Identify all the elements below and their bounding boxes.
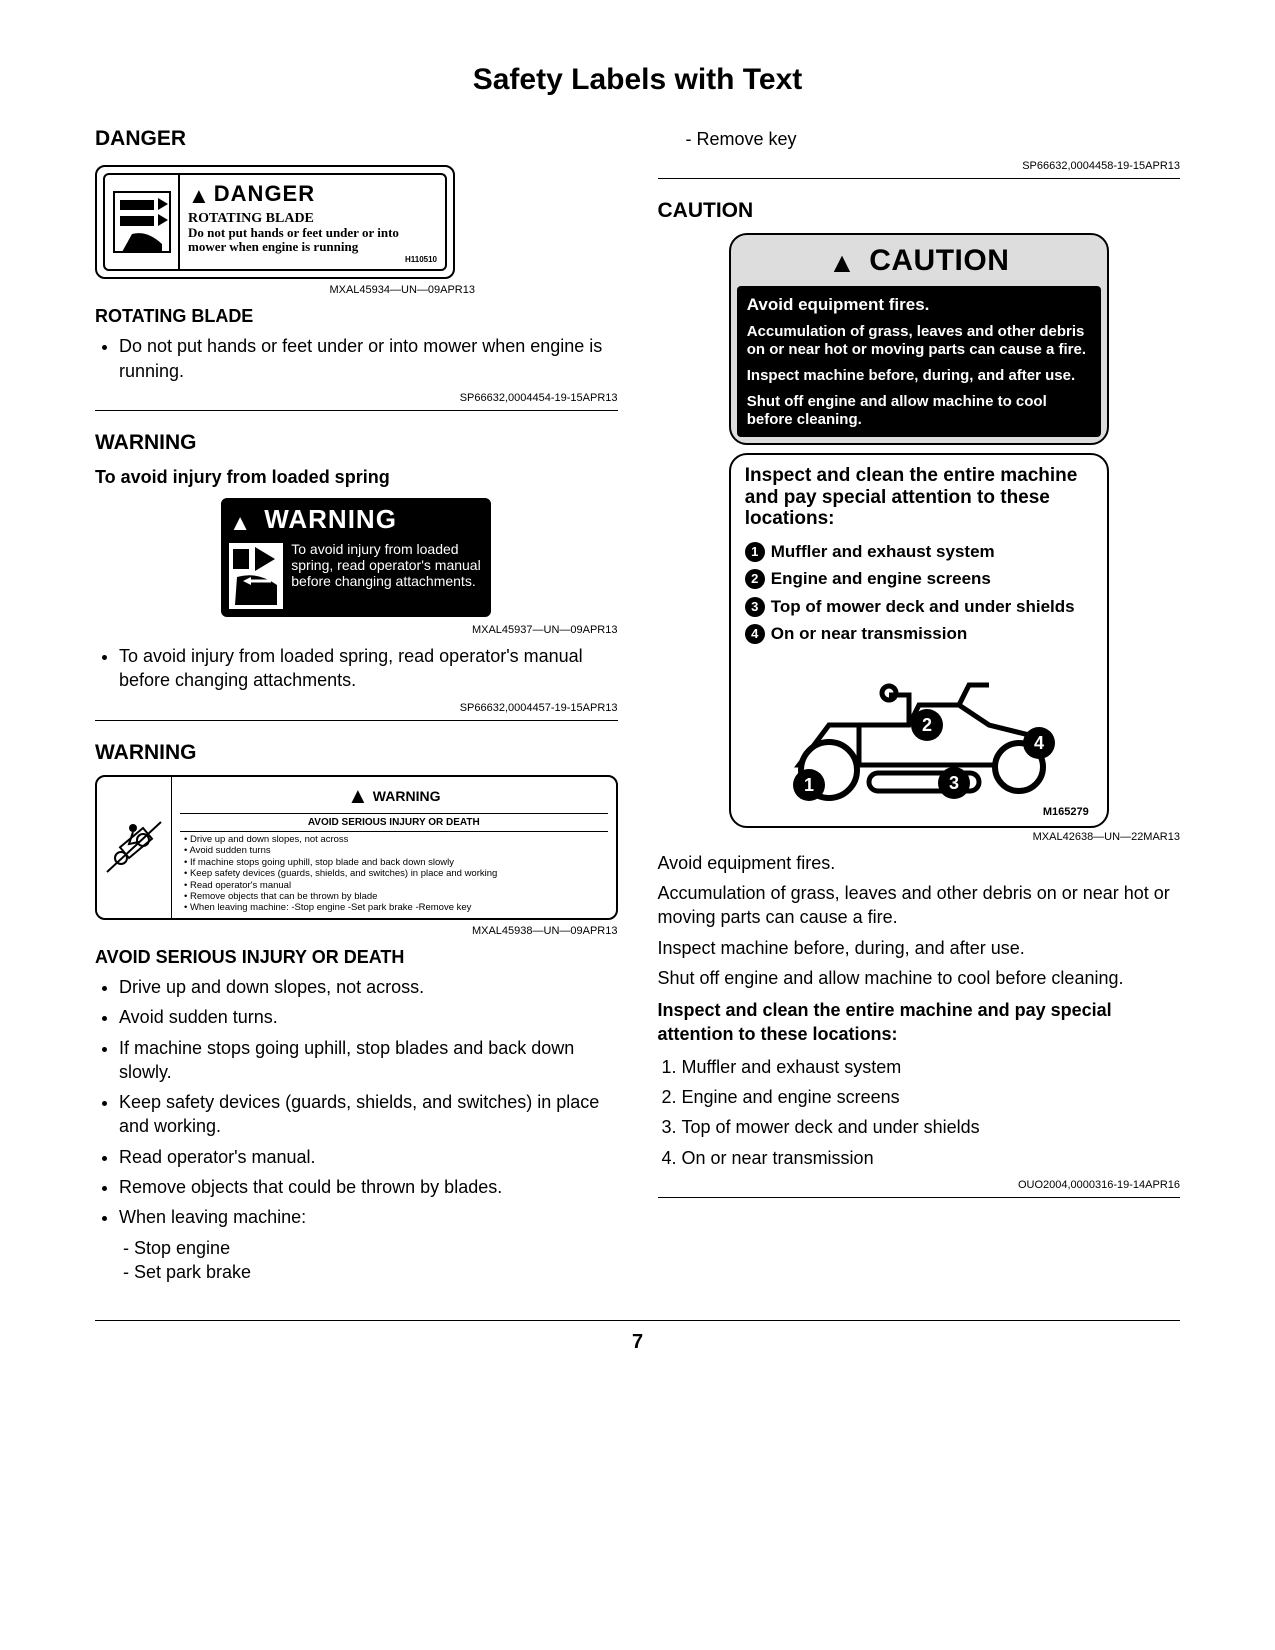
list-item: Muffler and exhaust system	[682, 1055, 1181, 1079]
rotating-blade-icon	[105, 175, 180, 269]
danger-subhead: ROTATING BLADE	[95, 304, 618, 328]
inspect-list: 1Muffler and exhaust system 2Engine and …	[745, 538, 1093, 647]
footer-rule	[95, 1320, 1180, 1321]
left-column: DANGER ▲DANGER ROTATING BLADE D	[95, 125, 618, 1291]
warning2-label: ▲WARNING AVOID SERIOUS INJURY OR DEATH D…	[95, 775, 618, 920]
page-title: Safety Labels with Text	[95, 60, 1180, 101]
danger-label-sub1: ROTATING BLADE	[188, 211, 437, 226]
danger-doc-ref: SP66632,0004454-19-15APR13	[95, 391, 618, 406]
warning-triangle-icon: ▲	[229, 510, 252, 535]
caution-p2: Accumulation of grass, leaves and other …	[658, 881, 1181, 930]
list-item: Drive up and down slopes, not across.	[119, 975, 618, 999]
caution-label-title: CAUTION	[869, 244, 1009, 277]
inspect-head: Inspect and clean the entire machine and…	[745, 465, 1093, 531]
caution-heading: CAUTION	[658, 197, 1181, 225]
caution-image-ref: MXAL42638—UN—22MAR13	[658, 830, 1181, 845]
list-item: On or near transmission	[682, 1146, 1181, 1170]
danger-label-part-ref: H110510	[188, 255, 437, 266]
inspect-label: Inspect and clean the entire machine and…	[729, 453, 1109, 828]
inspect-part-ref: M165279	[745, 805, 1093, 820]
svg-text:1: 1	[804, 775, 814, 795]
svg-text:3: 3	[949, 773, 959, 793]
warning1-bullet-1: To avoid injury from loaded spring, read…	[119, 644, 618, 693]
list-item: Engine and engine screens	[682, 1085, 1181, 1109]
list-item: If machine stops going uphill, stop blad…	[119, 1036, 618, 1085]
caution-label: ▲ CAUTION Avoid equipment fires. Accumul…	[729, 233, 1109, 445]
slope-mower-icon	[97, 777, 172, 918]
section-rule	[95, 410, 618, 411]
colB-top-dash: Remove key	[658, 127, 1181, 151]
caution-p3: Inspect machine before, during, and afte…	[658, 936, 1181, 960]
colB-top-doc-ref: SP66632,0004458-19-15APR13	[658, 159, 1181, 174]
danger-label: ▲DANGER ROTATING BLADE Do not put hands …	[95, 165, 455, 279]
warning1-bullets: To avoid injury from loaded spring, read…	[95, 644, 618, 693]
loaded-spring-icon	[223, 537, 289, 615]
right-column: Remove key SP66632,0004458-19-15APR13 CA…	[658, 125, 1181, 1291]
danger-image-ref: MXAL45934—UN—09APR13	[95, 283, 475, 298]
warning1-doc-ref: SP66632,0004457-19-15APR13	[95, 701, 618, 716]
mower-diagram-icon: 1 2 3 4	[759, 655, 1079, 805]
list-item: When leaving machine:	[119, 1205, 618, 1229]
warning2-bullets: Drive up and down slopes, not across. Av…	[95, 975, 618, 1230]
danger-bullets: Do not put hands or feet under or into m…	[95, 334, 618, 383]
caution-label-p3: Shut off engine and allow machine to coo…	[747, 393, 1091, 429]
list-item: Keep safety devices (guards, shields, an…	[119, 1090, 618, 1139]
warning1-heading: WARNING	[95, 429, 618, 457]
warning1-label: ▲ WARNING To avoid injury from loaded sp…	[221, 498, 491, 618]
warning2-subhead: AVOID SERIOUS INJURY OR DEATH	[95, 945, 618, 969]
section-rule	[95, 720, 618, 721]
svg-text:2: 2	[922, 715, 932, 735]
caution-p1: Avoid equipment fires.	[658, 851, 1181, 875]
section-rule	[658, 178, 1181, 179]
caution-label-p2: Inspect machine before, during, and afte…	[747, 367, 1091, 385]
list-item: Stop engine	[123, 1236, 618, 1260]
list-item: Top of mower deck and under shields	[682, 1115, 1181, 1139]
section-rule	[658, 1197, 1181, 1198]
warning-triangle-icon: ▲	[347, 783, 369, 808]
warning1-intro: To avoid injury from loaded spring	[95, 465, 618, 489]
danger-heading: DANGER	[95, 125, 618, 153]
caution-label-p1: Accumulation of grass, leaves and other …	[747, 323, 1091, 359]
caution-doc-ref: OUO2004,0000316-19-14APR16	[658, 1178, 1181, 1193]
caution-num-list: Muffler and exhaust system Engine and en…	[658, 1055, 1181, 1170]
two-column-layout: DANGER ▲DANGER ROTATING BLADE D	[95, 125, 1180, 1291]
warning2-image-ref: MXAL45938—UN—09APR13	[95, 924, 618, 939]
caution-label-h: Avoid equipment fires.	[747, 294, 1091, 317]
danger-label-title: DANGER	[214, 181, 315, 206]
warning1-label-text: To avoid injury from loaded spring, read…	[289, 537, 489, 615]
list-item: Remove key	[686, 127, 1181, 151]
danger-label-sub2: Do not put hands or feet under or into m…	[188, 226, 437, 255]
list-item: Set park brake	[123, 1260, 618, 1284]
warning2-heading: WARNING	[95, 739, 618, 767]
warning-triangle-icon: ▲	[188, 183, 210, 208]
danger-bullet-1: Do not put hands or feet under or into m…	[119, 334, 618, 383]
warning1-label-title: WARNING	[264, 504, 397, 534]
list-item: Read operator's manual.	[119, 1145, 618, 1169]
list-item: Avoid sudden turns.	[119, 1005, 618, 1029]
page-number: 7	[95, 1329, 1180, 1356]
list-item: Remove objects that could be thrown by b…	[119, 1175, 618, 1199]
warning2-sub-dash: Stop engine Set park brake	[95, 1236, 618, 1285]
warning2-label-title: WARNING	[373, 788, 441, 804]
warning2-label-list: Drive up and down slopes, not across Avo…	[180, 834, 608, 914]
caution-bold-intro: Inspect and clean the entire machine and…	[658, 998, 1181, 1047]
warning-triangle-icon: ▲	[828, 247, 856, 278]
caution-p4: Shut off engine and allow machine to coo…	[658, 966, 1181, 990]
warning1-image-ref: MXAL45937—UN—09APR13	[95, 623, 618, 638]
warning2-label-sub: AVOID SERIOUS INJURY OR DEATH	[180, 816, 608, 833]
svg-text:4: 4	[1034, 733, 1044, 753]
